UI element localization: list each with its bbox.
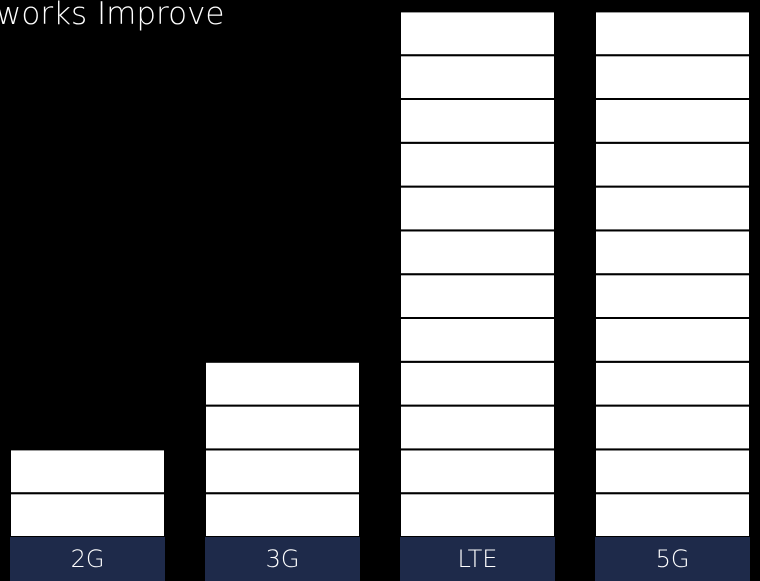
bar-block-lte-4 bbox=[399, 360, 556, 407]
category-band-3g bbox=[205, 537, 360, 581]
category-label-lte: LTE bbox=[458, 545, 498, 573]
bar-block-5g-4 bbox=[594, 360, 751, 407]
bar-block-5g-7 bbox=[594, 229, 751, 276]
bar-block-lte-12 bbox=[399, 10, 556, 57]
category-band-lte bbox=[400, 537, 555, 581]
category-band-5g bbox=[595, 537, 750, 581]
bar-block-3g-4 bbox=[204, 360, 361, 407]
bar-block-lte-9 bbox=[399, 141, 556, 188]
bar-block-5g-6 bbox=[594, 273, 751, 320]
bar-block-3g-1 bbox=[204, 492, 361, 539]
bar-block-5g-9 bbox=[594, 141, 751, 188]
bar-block-3g-3 bbox=[204, 404, 361, 451]
bar-block-lte-11 bbox=[399, 54, 556, 100]
category-band-2g bbox=[10, 537, 165, 581]
bar-block-5g-10 bbox=[594, 98, 751, 144]
bar-block-3g-2 bbox=[204, 448, 361, 495]
bar-block-5g-3 bbox=[594, 404, 751, 451]
bar-block-2g-1 bbox=[9, 492, 166, 539]
bar-block-lte-2 bbox=[399, 448, 556, 495]
category-label-3g: 3G bbox=[266, 545, 300, 573]
bar-block-2g-2 bbox=[9, 448, 166, 495]
category-label-2g: 2G bbox=[71, 545, 105, 573]
bar-block-lte-8 bbox=[399, 185, 556, 232]
bar-block-5g-2 bbox=[594, 448, 751, 495]
bar-block-lte-6 bbox=[399, 273, 556, 320]
bar-block-5g-8 bbox=[594, 185, 751, 232]
bar-block-5g-1 bbox=[594, 492, 751, 539]
bar-block-5g-12 bbox=[594, 10, 751, 57]
bar-block-lte-10 bbox=[399, 98, 556, 144]
bar-block-5g-5 bbox=[594, 317, 751, 363]
bar-block-lte-5 bbox=[399, 317, 556, 363]
chart-title: works Improve bbox=[0, 0, 225, 32]
bar-block-lte-1 bbox=[399, 492, 556, 539]
category-label-5g: 5G bbox=[656, 545, 690, 573]
bar-block-5g-11 bbox=[594, 54, 751, 100]
bar-block-lte-7 bbox=[399, 229, 556, 276]
bar-block-lte-3 bbox=[399, 404, 556, 451]
